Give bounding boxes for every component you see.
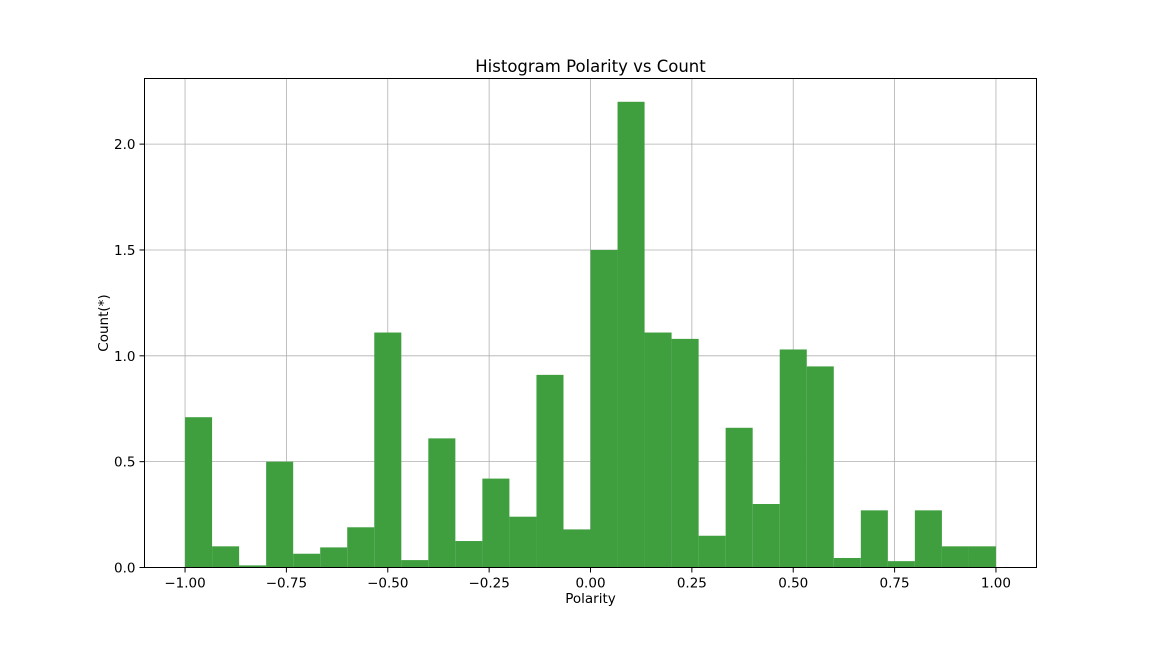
y-tick-label: 1.5 [114, 243, 135, 259]
y-tick-label: 0.0 [114, 561, 135, 577]
x-tick-label: 0.50 [778, 576, 808, 592]
y-axis-label: Count(*) [96, 294, 112, 351]
x-axis-label: Polarity [565, 591, 616, 607]
histogram-bar [968, 546, 996, 568]
histogram-bar [374, 332, 402, 568]
histogram-bar [293, 553, 321, 568]
histogram-bar [428, 438, 456, 568]
histogram-bar [509, 516, 537, 568]
x-tick-label: 1.00 [981, 576, 1011, 592]
histogram-bar [401, 560, 429, 568]
x-tick-label: −1.00 [164, 576, 205, 592]
histogram-bar [833, 557, 861, 568]
y-tick-label: 1.0 [114, 349, 135, 365]
histogram-bar [320, 547, 348, 568]
chart-title: Histogram Polarity vs Count [475, 57, 706, 76]
histogram-bar [212, 546, 240, 568]
y-axis-ticks: 0.0 0.5 1.0 1.5 2.0 [114, 137, 145, 577]
histogram-bars [185, 101, 996, 568]
histogram-bar [482, 478, 510, 568]
x-tick-label: −0.75 [266, 576, 307, 592]
histogram-bar [347, 527, 375, 568]
histogram-bar [941, 546, 969, 568]
x-tick-label: 0.25 [677, 576, 707, 592]
histogram-bar [698, 535, 726, 568]
histogram-bar [644, 332, 672, 568]
histogram-bar [185, 417, 213, 568]
histogram-bar [752, 503, 780, 568]
x-axis-ticks: −1.00 −0.75 −0.50 −0.25 0.00 0.25 0.50 0.75 1.00 [164, 567, 1011, 592]
histogram-bar [455, 541, 483, 568]
histogram-bar [239, 565, 267, 568]
histogram-bar [536, 374, 564, 568]
x-tick-label: −0.25 [468, 576, 509, 592]
x-tick-label: −0.50 [367, 576, 408, 592]
histogram-bar [887, 561, 915, 568]
histogram-bar [806, 366, 834, 568]
histogram-bar [671, 338, 699, 568]
histogram-bar [725, 427, 753, 568]
histogram-bar [860, 510, 888, 568]
x-tick-label: 0.75 [880, 576, 910, 592]
histogram-bar [590, 249, 618, 568]
y-tick-label: 0.5 [114, 455, 135, 471]
histogram-bar [617, 101, 645, 568]
histogram-bar [779, 349, 807, 568]
x-tick-label: 0.00 [575, 576, 605, 592]
histogram-bar [266, 461, 294, 568]
histogram-bar [914, 510, 942, 568]
y-tick-label: 2.0 [114, 137, 135, 153]
histogram-bar [563, 529, 591, 568]
